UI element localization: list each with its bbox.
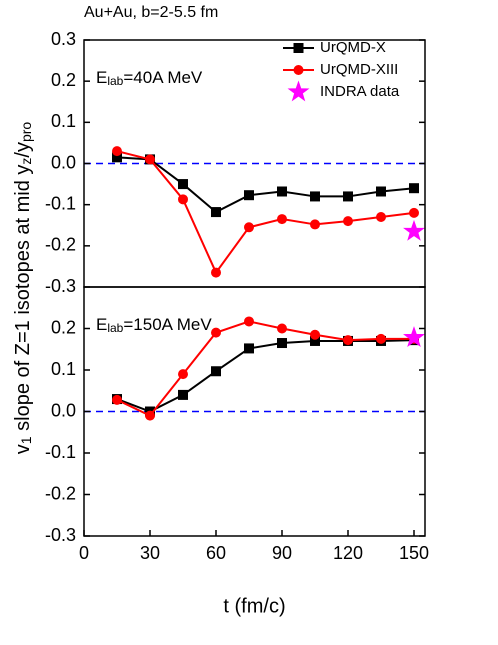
y-tick-label: 0.2: [51, 70, 76, 90]
series-line: [116, 339, 415, 413]
annotation: Elab=150A MeV: [96, 315, 212, 335]
subscript: z: [18, 158, 34, 165]
marker-square: [178, 389, 188, 400]
legend-label: UrQMD-XIII: [320, 61, 398, 78]
legend-label: UrQMD-X: [320, 39, 386, 56]
marker-circle: [112, 394, 122, 405]
x-tick-label: 90: [272, 543, 292, 563]
marker-star: [403, 326, 425, 347]
marker-circle: [145, 154, 155, 165]
x-tick-label: 0: [79, 543, 89, 563]
y-axis-label: v1 slope of Z=1 isotopes at mid yz/ypro: [12, 122, 34, 455]
marker-square: [244, 343, 254, 354]
marker-square: [277, 186, 287, 197]
marker-circle: [211, 327, 221, 338]
y-tick-label: 0.0: [51, 152, 76, 172]
marker-circle: [112, 146, 122, 157]
marker-circle: [277, 214, 287, 225]
text-part: E: [96, 68, 107, 87]
legend-marker: [287, 80, 310, 102]
marker-circle: [178, 369, 188, 380]
marker-circle: [343, 216, 353, 227]
series-line: [116, 156, 415, 214]
marker-circle: [145, 410, 155, 421]
plot-frame: [83, 286, 426, 537]
chart-title: Au+Au, b=2-5.5 fm: [84, 4, 218, 21]
x-tick-label: 30: [140, 543, 160, 563]
legend-marker: [293, 65, 304, 75]
marker-square: [178, 179, 188, 190]
marker-circle: [277, 323, 287, 334]
y-tick-label: -0.3: [45, 525, 76, 545]
subscript: lab: [107, 321, 123, 335]
y-tick-label: -0.1: [45, 193, 76, 213]
y-tick-label: 0.3: [51, 29, 76, 49]
marker-square: [409, 183, 419, 194]
series-line: [116, 150, 415, 275]
legend-label: INDRA data: [320, 83, 400, 100]
marker-circle: [310, 329, 320, 340]
y-tick-label: -0.3: [45, 276, 76, 296]
marker-circle: [376, 333, 386, 344]
x-tick-label: 120: [333, 543, 363, 563]
marker-circle: [376, 212, 386, 223]
text-part: =150A MeV: [123, 315, 212, 334]
text-part: =40A MeV: [123, 68, 203, 87]
text-part: /y: [12, 142, 34, 158]
y-tick-label: 0.1: [51, 359, 76, 379]
text-part: v: [12, 444, 34, 454]
x-tick-label: 60: [206, 543, 226, 563]
y-tick-label: -0.1: [45, 442, 76, 462]
y-tick-label: -0.2: [45, 483, 76, 503]
marker-square: [211, 207, 221, 218]
text-part: slope of Z=1 isotopes at mid y: [12, 165, 34, 437]
y-tick-label: 0.2: [51, 317, 76, 337]
marker-circle: [178, 194, 188, 205]
marker-circle: [310, 219, 320, 230]
marker-star: [403, 219, 425, 241]
y-tick-label: 0.0: [51, 400, 76, 420]
series-line: [116, 320, 414, 417]
marker-circle: [244, 222, 254, 233]
y-tick-label: -0.2: [45, 235, 76, 255]
y-tick-label: 0.1: [51, 111, 76, 131]
marker-circle: [409, 207, 419, 218]
marker-square: [277, 338, 287, 349]
marker-square: [376, 186, 386, 197]
marker-circle: [244, 316, 254, 327]
x-axis-label: t (fm/c): [223, 595, 285, 617]
subscript: pro: [18, 122, 34, 142]
legend-marker: [293, 43, 304, 53]
marker-square: [310, 191, 320, 202]
annotation: Elab=40A MeV: [96, 68, 203, 88]
subscript: lab: [107, 74, 123, 88]
x-tick-label: 150: [399, 543, 429, 563]
marker-square: [244, 190, 254, 201]
text-part: E: [96, 315, 107, 334]
marker-square: [343, 191, 353, 202]
subscript: 1: [18, 436, 34, 444]
marker-circle: [343, 335, 353, 346]
marker-square: [211, 366, 221, 377]
marker-circle: [211, 267, 221, 278]
